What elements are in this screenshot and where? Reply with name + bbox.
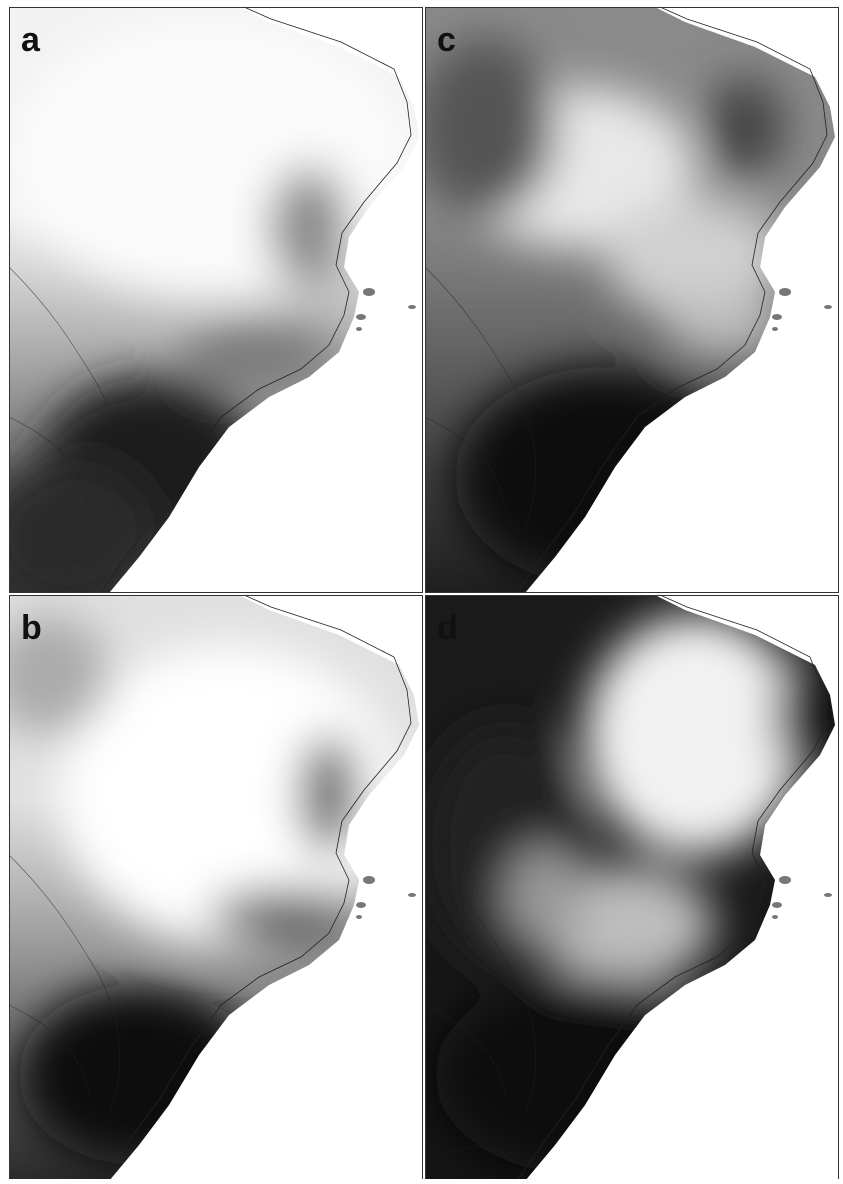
island [779,288,791,296]
island [824,305,832,309]
island [356,915,362,919]
shade [269,167,349,287]
figure: a c b d [0,0,843,1179]
island [408,893,416,897]
island [356,902,366,908]
island [772,902,782,908]
island [408,305,416,309]
island [772,314,782,320]
island [772,327,778,331]
island [824,893,832,897]
shade [415,37,555,217]
panel-label: c [437,21,456,59]
map-panel: b [0,595,423,1179]
panel-label: a [21,21,41,59]
island [363,876,375,884]
map-panel: a [0,7,423,617]
island [772,915,778,919]
shade [505,845,585,945]
island [779,876,791,884]
map-panel: c [415,7,839,593]
island [356,314,366,320]
island [363,288,375,296]
map-panel: d [425,595,839,1179]
panel-label: b [21,609,42,647]
shade [605,197,785,317]
island [356,327,362,331]
shade [705,77,785,177]
panel-label: d [437,609,458,647]
